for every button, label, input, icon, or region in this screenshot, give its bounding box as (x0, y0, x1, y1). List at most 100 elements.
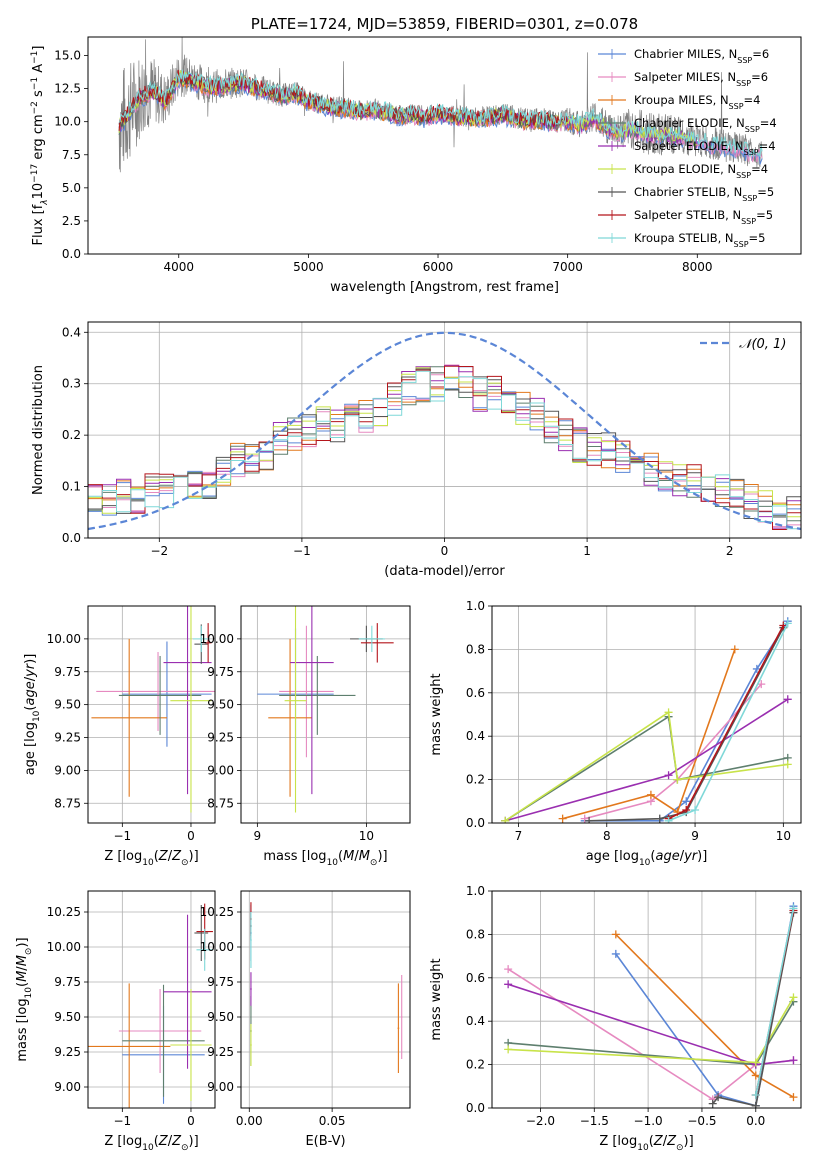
error-bar (250, 912, 252, 968)
weight-marker (783, 695, 792, 704)
error-bar (118, 655, 202, 735)
weight-marker (558, 814, 567, 823)
weight-vs-age-ytick-label: 0.2 (466, 773, 485, 787)
legend-label: Kroupa ELODIE, NSSP=4 (634, 162, 768, 180)
age-vs-mass-ytick-label: 9.50 (207, 698, 234, 712)
weight-line (504, 715, 788, 822)
mass-vs-Z-plot-area (88, 903, 213, 1108)
weight-marker (730, 645, 739, 654)
spectrum-xtick-label: 8000 (682, 260, 713, 274)
mass-vs-EBV-xtick-label: 0.05 (319, 1114, 346, 1128)
weight-marker (655, 814, 664, 823)
residuals-ytick-label: 0.3 (62, 377, 81, 391)
spectrum-xtick-label: 4000 (163, 260, 194, 274)
residuals-frame (87, 321, 802, 539)
residual-histogram (88, 365, 801, 530)
residuals-xtick-label: 2 (726, 544, 734, 558)
weight-vs-age-xlabel: age [log10(age/yr)] (586, 849, 708, 868)
legend-label: Salpeter MILES, NSSP=6 (634, 70, 768, 88)
age-vs-Z-xtick-label: 0 (187, 829, 195, 843)
error-bar (250, 1024, 252, 1066)
error-bar (358, 625, 385, 653)
age-vs-Z-xtick-label: −1 (113, 829, 131, 843)
weight-marker (664, 708, 673, 717)
mass-vs-Z-xtick-label: −1 (113, 1114, 131, 1128)
weight-marker (708, 1099, 717, 1108)
spectrum-ylabel: Flux [fλ10−17 erg cm−2 s−1 A−1] (30, 46, 50, 246)
weight-line (589, 627, 785, 822)
weight-marker (682, 797, 691, 806)
residuals-xtick-label: 1 (583, 544, 591, 558)
spectrum-plot-area (118, 37, 763, 173)
legend-label: 𝒩(0, 1) (739, 337, 786, 352)
spectrum-xtick-label: 6000 (423, 260, 454, 274)
age-vs-Z-plot-area (91, 606, 215, 813)
weight-marker (504, 980, 513, 989)
weight-marker (664, 771, 673, 780)
spectrum-xtick-label: 5000 (293, 260, 324, 274)
age-vs-Z-ytick-label: 8.75 (54, 796, 81, 810)
weight-vs-Z-ytick-label: 0.6 (466, 971, 485, 985)
weight-marker (757, 680, 766, 689)
error-bar (122, 984, 205, 1097)
residuals-axes: −2 −1 0 1 2 0.0 0.1 0.2 0.3 0.4 (data-model)/error… (31, 321, 802, 579)
error-bar (268, 638, 312, 797)
error-bar (170, 989, 212, 1101)
weight-marker (783, 619, 792, 628)
weight-marker (751, 1058, 760, 1067)
error-bar (204, 623, 212, 663)
error-bar (118, 989, 202, 1073)
error-bar (196, 928, 213, 971)
spectrum-axes: 4000 5000 6000 7000 8000 0.0 2.5 5.0 7.5 10.0 12.5… (30, 36, 802, 295)
age-vs-Z-ytick-label: 10.00 (47, 632, 81, 646)
weight-marker (789, 1093, 798, 1102)
weight-vs-Z-plot-area (504, 902, 798, 1108)
mass-vs-EBV-ytick-label: 9.50 (207, 1010, 234, 1024)
normal-curve (88, 331, 801, 531)
weight-line (562, 649, 736, 820)
legend-label: Chabrier ELODIE, NSSP=4 (634, 116, 777, 134)
mass-vs-Z-ytick-label: 9.00 (54, 1080, 81, 1094)
mass-vs-EBV-axes: 0.00 0.05 9.00 9.25 9.50 9.75 10.00 10.25 E(B-V) (200, 890, 411, 1149)
age-vs-mass-ytick-label: 9.75 (207, 665, 234, 679)
weight-line (615, 933, 794, 1098)
weight-vs-age-xtick-label: 10 (776, 829, 791, 843)
error-bar (170, 606, 212, 813)
residuals-plot-area (88, 331, 801, 531)
mass-vs-Z-frame (87, 890, 216, 1109)
age-vs-Z-frame (87, 605, 216, 824)
model-spectrum-line (118, 69, 763, 157)
weight-vs-age-ylabel: mass weight (429, 673, 444, 755)
residuals-ytick-label: 0.2 (62, 428, 81, 442)
weight-marker (691, 805, 700, 814)
weight-vs-Z-ytick-label: 0.2 (466, 1058, 485, 1072)
weight-marker (714, 1093, 723, 1102)
spectrum-legend: Chabrier MILES, NSSP=6 Salpeter MILES, NS… (598, 47, 777, 249)
weight-vs-age-axes: 7 8 9 10 0.0 0.2 0.4 0.6 0.8 1.0 age [log10(age/yr… (429, 599, 802, 868)
error-bar (122, 641, 212, 747)
weight-line (755, 908, 795, 1096)
weight-marker (664, 816, 673, 823)
weight-vs-age-plot-area (501, 617, 792, 823)
spectrum-ytick-label: 7.5 (62, 148, 81, 162)
weight-vs-age-ytick-label: 1.0 (466, 599, 485, 613)
weight-line (712, 912, 795, 1107)
mass-vs-EBV-ytick-label: 9.00 (207, 1080, 234, 1094)
residuals-ytick-label: 0.0 (62, 531, 81, 545)
weight-line (508, 1001, 795, 1066)
age-vs-mass-xlabel: mass [log10(M/M⊙)] (263, 849, 387, 868)
weight-marker (580, 814, 589, 823)
weight-line (615, 906, 795, 1107)
legend-label: Salpeter ELODIE, NSSP=4 (634, 139, 776, 157)
weight-marker (501, 816, 510, 823)
weight-vs-Z-ylabel: mass weight (429, 958, 444, 1040)
age-vs-mass-ytick-label: 10.00 (200, 632, 234, 646)
weight-vs-Z-ytick-label: 0.8 (466, 927, 485, 941)
mass-vs-Z-ylabel: mass [log10(M/M⊙)] (15, 937, 34, 1061)
weight-marker (504, 965, 513, 974)
weight-marker (789, 1056, 798, 1065)
weight-vs-age-ytick-label: 0.6 (466, 686, 485, 700)
mass-vs-EBV-xtick-label: 0.00 (236, 1114, 263, 1128)
age-vs-Z-ytick-label: 9.50 (54, 698, 81, 712)
weight-vs-Z-xtick-label: 0.0 (746, 1114, 765, 1128)
